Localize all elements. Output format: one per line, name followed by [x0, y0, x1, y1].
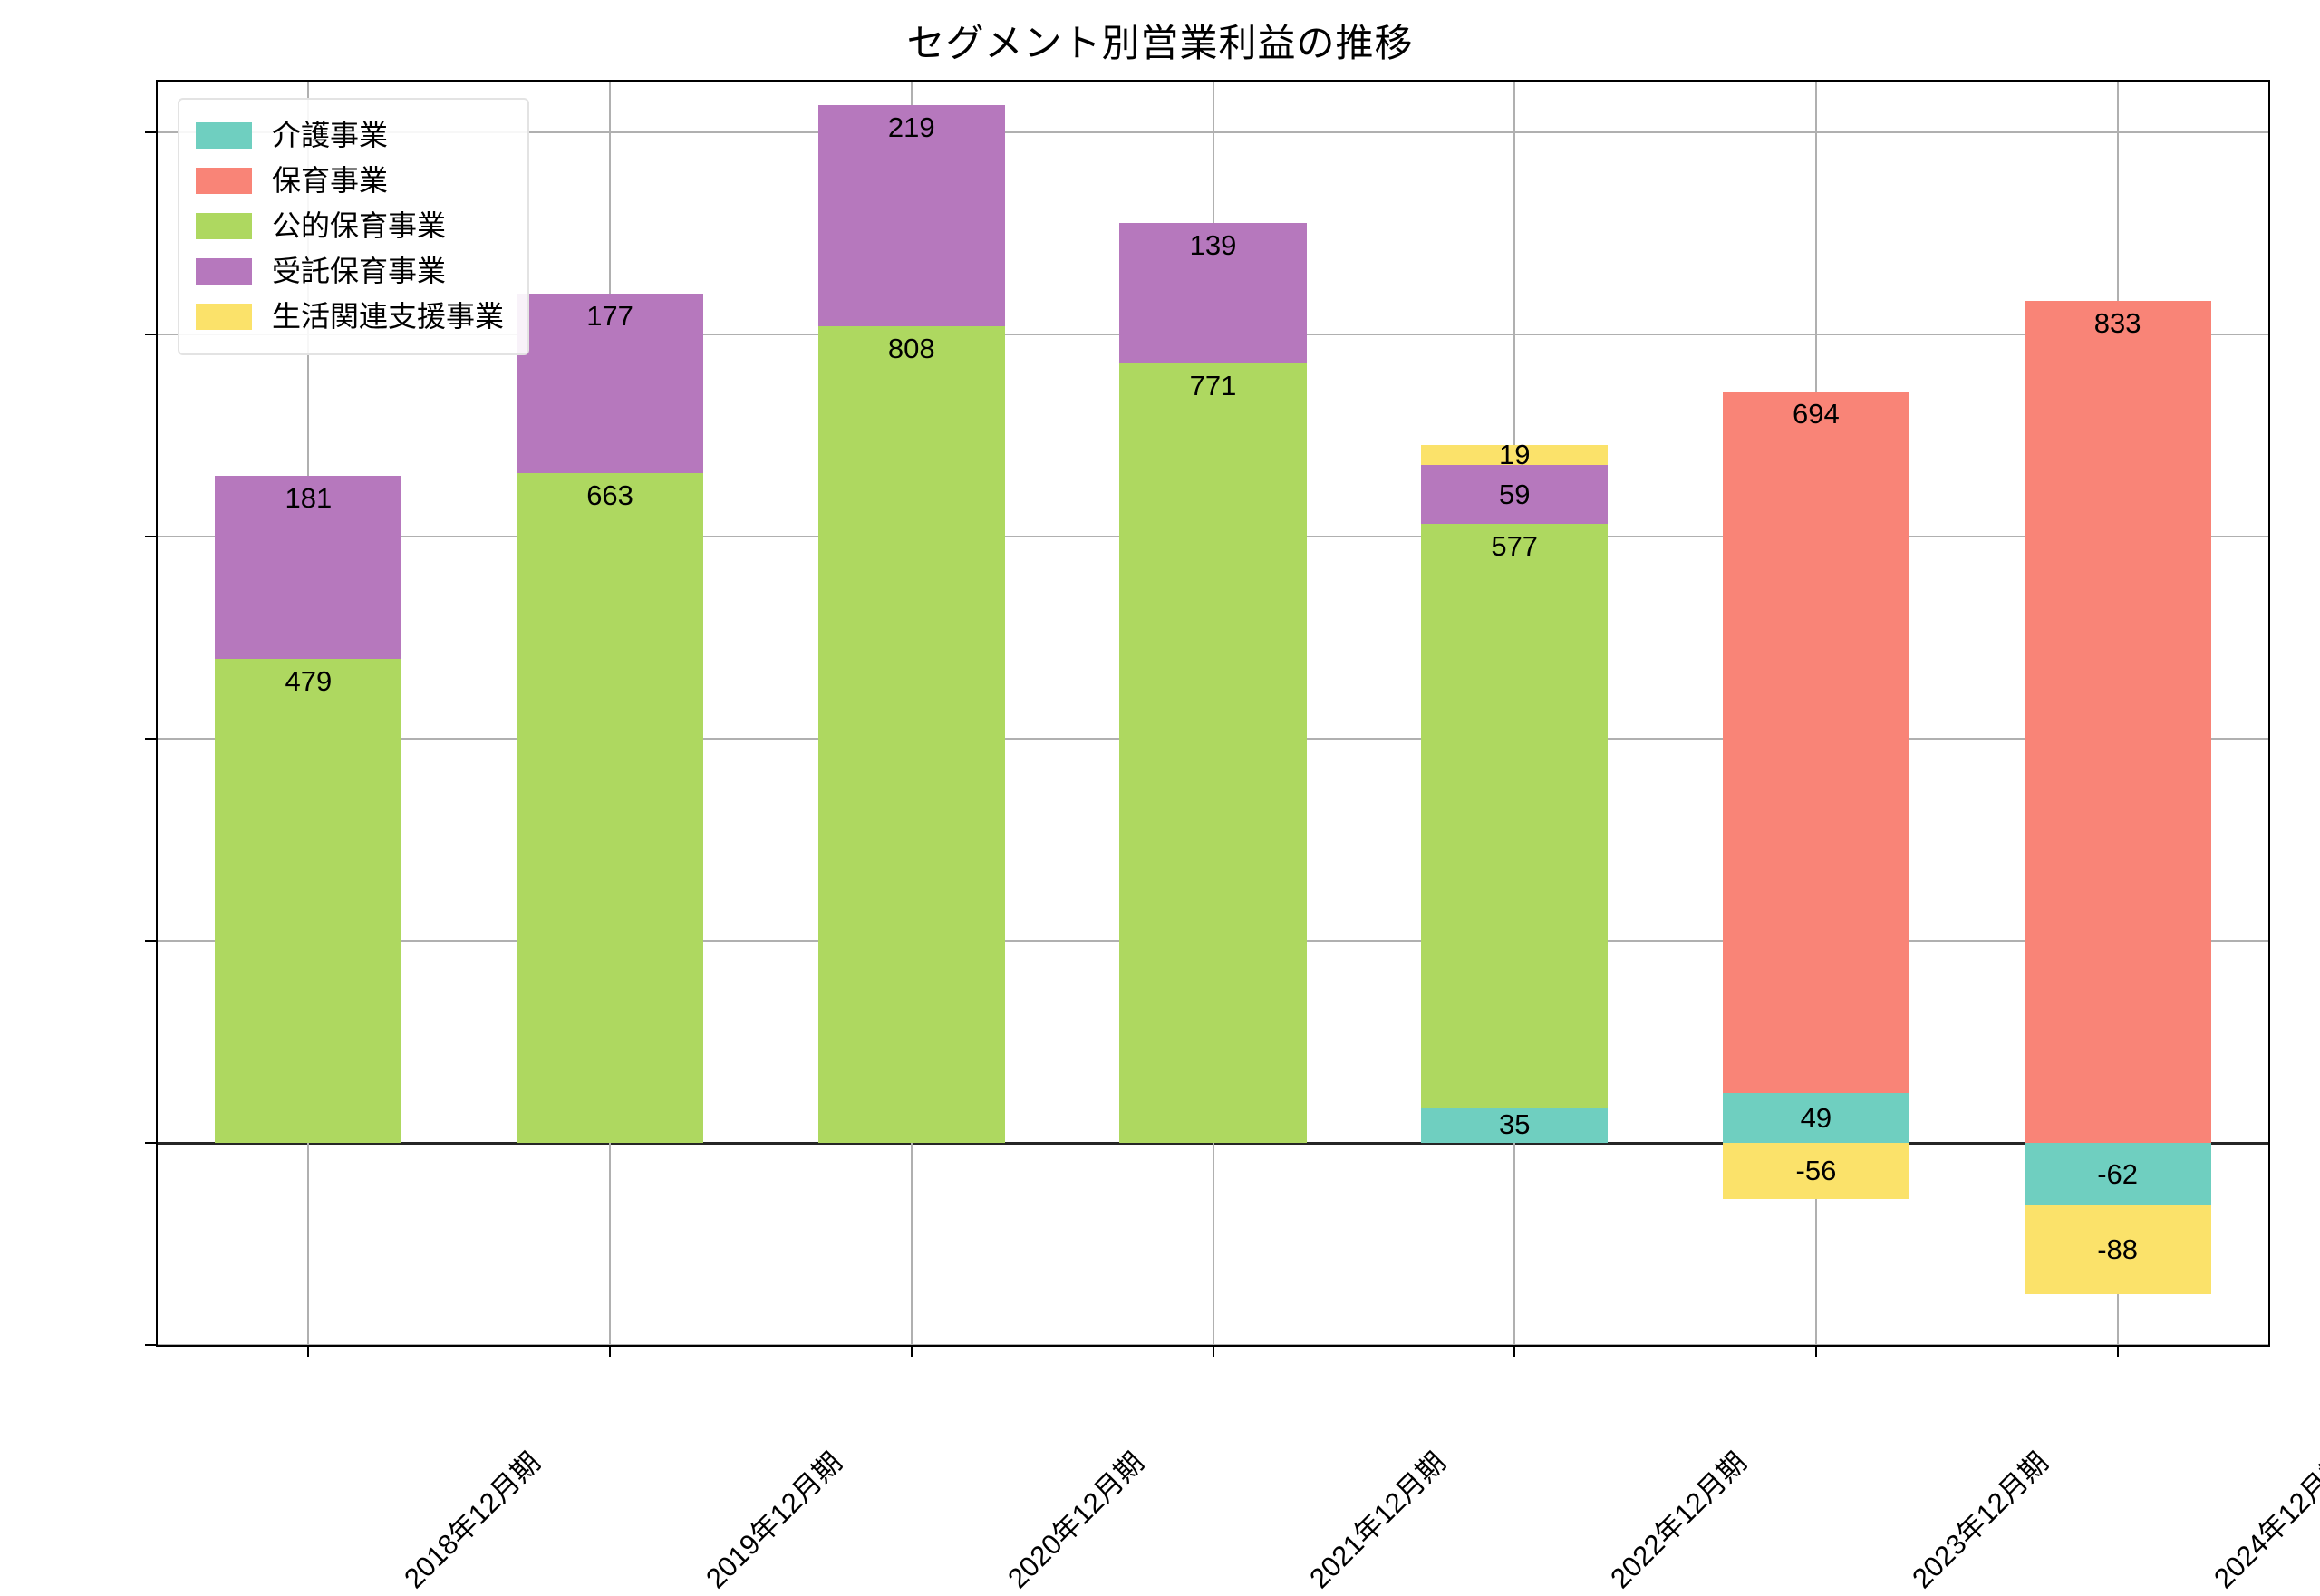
y-axis-label: 営業利益（百万円）	[0, 572, 3, 842]
legend-item-label: 保育事業	[272, 164, 389, 197]
bar-segment[interactable]	[516, 294, 704, 473]
chart-title: セグメント別営業利益の推移	[906, 22, 1414, 64]
x-tick-label: 2023年12月期	[1906, 1446, 2054, 1595]
legend-item[interactable]: 生活関連支援事業	[196, 294, 504, 339]
y-tick-mark	[145, 939, 158, 942]
y-tick-mark	[145, 131, 158, 133]
x-tick-label: 2021年12月期	[1302, 1446, 1452, 1595]
bar-segment[interactable]	[516, 472, 704, 1143]
legend-swatch-icon	[196, 167, 252, 194]
legend-item-label: 生活関連支援事業	[272, 300, 505, 333]
legend-swatch-icon	[196, 121, 252, 149]
x-tick-mark	[1814, 1345, 1817, 1357]
y-tick-mark	[145, 1344, 158, 1346]
legend-item-label: 公的保育事業	[272, 209, 447, 242]
legend-item[interactable]: 公的保育事業	[196, 203, 504, 248]
bar-segment[interactable]	[2024, 1205, 2211, 1295]
x-tick-mark	[1513, 1345, 1516, 1357]
x-tick-mark	[307, 1345, 310, 1357]
bar-segment[interactable]	[1421, 445, 1609, 465]
x-tick-label: 2019年12月期	[700, 1446, 848, 1595]
y-tick-mark	[145, 1141, 158, 1144]
x-tick-mark	[2116, 1345, 2119, 1357]
y-tick-mark	[145, 737, 158, 740]
bar-segment[interactable]	[1421, 524, 1609, 1108]
chart-legend: 介護事業保育事業公的保育事業 受託保育事業生活関連支援事業	[178, 98, 530, 355]
x-tick-label: 2022年12月期	[1604, 1446, 1754, 1595]
bar-segment[interactable]	[1119, 223, 1307, 364]
legend-item[interactable]: 受託保育事業	[196, 248, 504, 294]
x-tick-mark	[1212, 1345, 1214, 1357]
bar-segment[interactable]	[2024, 1142, 2211, 1206]
legend-swatch-icon	[196, 212, 252, 239]
legend-item[interactable]: 保育事業	[196, 158, 504, 203]
bar-segment[interactable]	[1421, 464, 1609, 525]
bar-segment[interactable]	[215, 658, 402, 1143]
x-tick-label: 2024年12月期	[2207, 1446, 2320, 1595]
bar-segment[interactable]	[817, 104, 1005, 326]
x-tick-label: 2018年12月期	[398, 1446, 547, 1595]
x-tick-label: 2020年12月期	[1000, 1446, 1150, 1595]
plot-area: 479 181 663 177 808 219 771 139 35 577 59 19 49 694 -5…	[145, 80, 2320, 1594]
bar-segment[interactable]	[1421, 1107, 1609, 1143]
legend-item-label: 介護事業	[272, 119, 389, 151]
bar-segment[interactable]	[215, 475, 402, 659]
legend-swatch-icon	[196, 257, 252, 285]
bar-segment[interactable]	[1722, 392, 1910, 1094]
bar-segment[interactable]	[2024, 300, 2211, 1143]
y-tick-mark	[145, 535, 158, 537]
legend-swatch-icon	[196, 303, 252, 330]
legend-item[interactable]: 介護事業	[196, 112, 504, 158]
x-tick-mark	[910, 1345, 913, 1357]
x-tick-mark	[609, 1345, 612, 1357]
chart-container: セグメント別営業利益の推移 営業利益（百万円） 479 181 663 177 808 2…	[0, 22, 2320, 1594]
bar-segment[interactable]	[1722, 1093, 1910, 1143]
bar-segment[interactable]	[1722, 1142, 1910, 1200]
legend-item-label: 受託保育事業	[272, 255, 447, 287]
plot-inner: 479 181 663 177 808 219 771 139 35 577 59 19 49 694 -5…	[158, 82, 2268, 1345]
bar-segment[interactable]	[1119, 363, 1307, 1143]
bar-segment[interactable]	[817, 325, 1005, 1143]
y-tick-mark	[145, 333, 158, 335]
